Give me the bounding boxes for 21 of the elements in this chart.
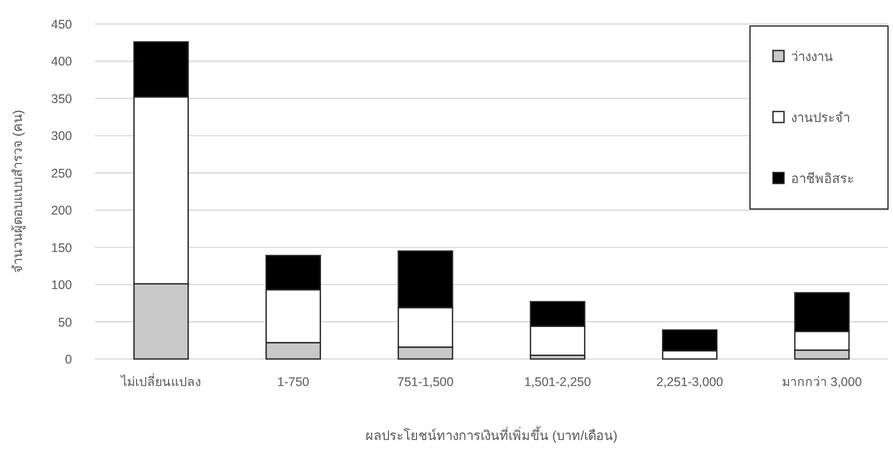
y-tick-label: 0	[65, 352, 72, 366]
y-tick-label: 350	[51, 92, 72, 106]
x-tick-label: 1-750	[277, 375, 310, 389]
legend-label: ว่างงาน	[791, 49, 833, 64]
y-tick-label: 400	[51, 54, 72, 69]
legend-label: งานประจำ	[791, 110, 850, 125]
x-tick-label: มากกว่า 3,000	[782, 375, 862, 389]
y-tick-label: 150	[51, 240, 72, 255]
y-tick-label: 100	[51, 278, 72, 292]
y-axis-title: จำนวนผู้ตอบแบบสำรวจ (คน)	[10, 110, 26, 274]
x-tick-label: 751-1,500	[397, 375, 454, 389]
legend-label: อาชีพอิสระ	[791, 171, 854, 186]
x-axis-title: ผลประโยชน์ทางการเงินที่เพิ่มขึ้น (บาท/เดือน)	[366, 426, 618, 443]
y-tick-label: 300	[51, 129, 72, 144]
x-tick-label: 1,501-2,250	[524, 375, 591, 389]
y-tick-label: 50	[58, 315, 72, 330]
x-tick-label: ไม่เปลี่ยนแปลง	[120, 373, 202, 389]
y-tick-label: 250	[51, 166, 72, 180]
x-tick-label: 2,251-3,000	[656, 375, 724, 389]
y-tick-label: 450	[51, 18, 72, 32]
y-tick-label: 200	[51, 204, 72, 218]
